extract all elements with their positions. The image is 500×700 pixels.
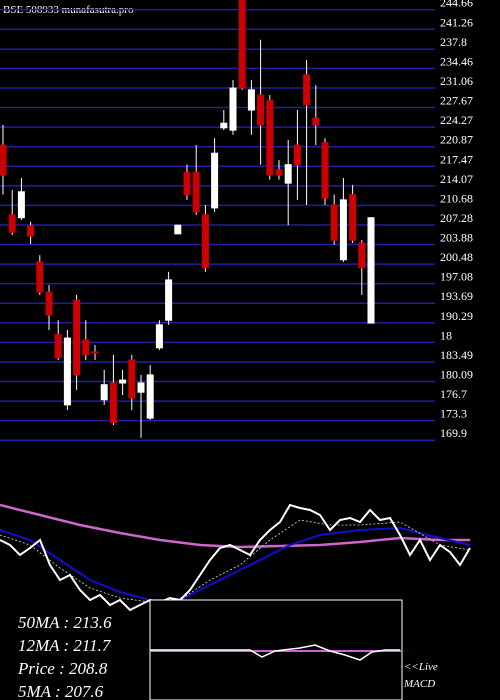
candle-body — [146, 374, 154, 419]
y-tick-label: 210.68 — [440, 191, 473, 205]
candle-body — [109, 382, 117, 424]
y-tick-label: 244.66 — [440, 0, 473, 10]
candle-body — [63, 337, 71, 406]
stat-5ma: 5MA : 207.6 — [18, 682, 104, 700]
candle-body — [128, 359, 136, 399]
stats: 50MA : 213.6 12MA : 211.7 Price : 208.8 … — [17, 613, 112, 700]
candle-body — [17, 191, 25, 219]
candle-body — [330, 204, 338, 241]
y-tick-label: 190.29 — [440, 309, 473, 323]
candle-body — [284, 164, 292, 184]
candle-body — [100, 384, 108, 401]
candle-body — [247, 89, 255, 111]
candle-body — [137, 382, 145, 393]
candle-body — [293, 144, 301, 166]
candle-body — [220, 122, 228, 129]
candle-body — [91, 351, 99, 354]
candle-body — [155, 324, 163, 349]
y-tick-label: 224.27 — [440, 113, 473, 127]
candle-body — [183, 171, 191, 196]
y-tick-label: 18 — [440, 328, 452, 342]
candle-body — [321, 142, 329, 199]
y-tick-label: 241.26 — [440, 15, 473, 29]
y-tick-label: 214.07 — [440, 172, 473, 186]
ma-panel — [0, 503, 471, 612]
candle-body — [174, 224, 182, 235]
candle-body — [303, 74, 311, 106]
candle-body — [339, 199, 347, 261]
y-tick-label: 237.8 — [440, 35, 467, 49]
candle-body — [82, 339, 90, 356]
y-tick-label: 231.06 — [440, 74, 473, 88]
stat-12ma: 12MA : 211.7 — [18, 636, 112, 655]
candle-body — [211, 152, 219, 209]
y-tick-label: 220.87 — [440, 133, 473, 147]
candle-body — [119, 379, 127, 384]
y-tick-label: 203.88 — [440, 231, 473, 245]
y-tick-label: 183.49 — [440, 348, 473, 362]
ma-blue — [0, 526, 471, 601]
y-tick-label: 197.08 — [440, 270, 473, 284]
candle-body — [257, 94, 265, 126]
macd-line — [150, 644, 400, 661]
y-tick-label: 200.48 — [440, 250, 473, 264]
candle-body — [349, 194, 357, 241]
candle-body — [73, 299, 81, 376]
y-tick-label: 173.3 — [440, 407, 467, 421]
macd-label: MACD — [403, 678, 435, 690]
candle-body — [367, 217, 375, 324]
y-tick-label: 227.67 — [440, 94, 473, 108]
y-tick-label: 207.28 — [440, 211, 473, 225]
y-tick-label: 176.7 — [440, 387, 467, 401]
stat-50ma: 50MA : 213.6 — [18, 613, 112, 632]
candle-body — [238, 0, 246, 89]
candle-body — [0, 144, 7, 176]
y-tick-label: 217.47 — [440, 152, 473, 166]
y-tick-label: 193.69 — [440, 289, 473, 303]
candle-body — [27, 225, 35, 237]
live-label: <<Live — [404, 661, 438, 673]
candle-body — [36, 261, 44, 293]
ma-pink — [0, 503, 470, 549]
stat-price: Price : 208.8 — [17, 659, 108, 678]
y-tick-label: 169.9 — [440, 426, 467, 440]
ma-white — [0, 503, 471, 612]
candle-body — [54, 334, 62, 359]
candle-body — [229, 87, 237, 131]
candle-body — [312, 117, 320, 126]
y-tick-label: 180.09 — [440, 368, 473, 382]
y-tick-label: 234.46 — [440, 54, 473, 68]
candle-body — [192, 171, 200, 213]
candle-body — [275, 169, 283, 176]
candle-body — [165, 279, 173, 321]
candle-body — [201, 214, 209, 269]
candle-body — [266, 99, 274, 176]
candle-body — [45, 291, 53, 316]
price-panel: 244.66 241.26 237.8 234.46 231.06 227.67 224.2… — [0, 0, 473, 441]
candle-body — [8, 214, 16, 233]
candle-body — [358, 242, 366, 269]
